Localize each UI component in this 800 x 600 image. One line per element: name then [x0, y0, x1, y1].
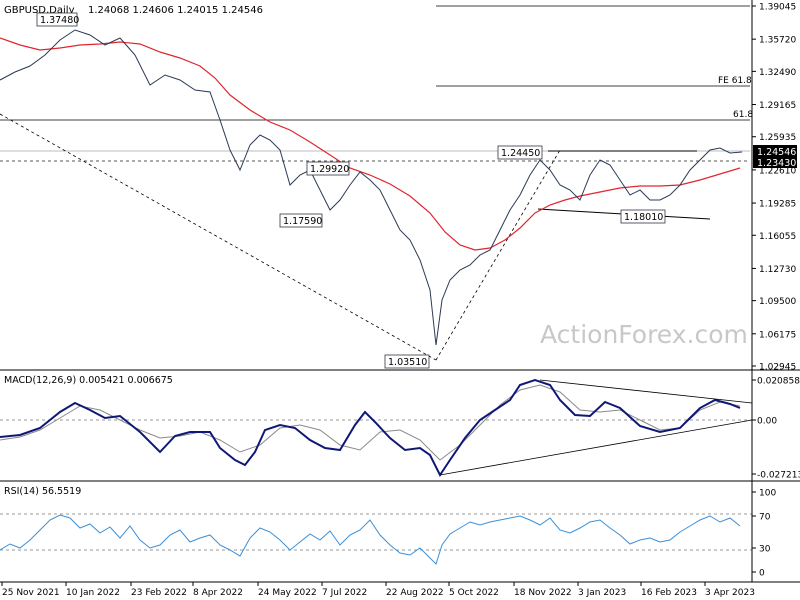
x-tick-label: 3 Jan 2023: [578, 588, 626, 598]
x-tick-label: 24 May 2022: [258, 588, 317, 598]
price-tick-label: 1.16055: [759, 232, 796, 242]
rebound-trend-line: [435, 149, 561, 361]
rsi-tick-label: 100: [759, 489, 776, 499]
macd-tick-label: -0.027213: [757, 471, 800, 481]
level-label-11801: 1.18010: [620, 209, 666, 224]
x-tick-label: 5 Oct 2022: [449, 588, 499, 598]
price-tick-label: 1.29165: [759, 101, 796, 111]
x-tick-label: 22 Aug 2022: [386, 588, 444, 598]
level-label-low-text: 1.03510: [388, 357, 427, 368]
x-tick-label: 7 Jul 2022: [322, 588, 367, 598]
macd-line: [0, 378, 741, 477]
level-label-12992: 1.29920: [306, 161, 350, 176]
price-tick-label: 1.39045: [759, 3, 796, 13]
x-tick-label: 25 Nov 2021: [2, 588, 60, 598]
price-tick-label: 1.22610: [759, 166, 796, 176]
fib-label-618: 61.8: [733, 110, 753, 120]
macd-panel: MACD(12,26,9) 0.005421 0.006675: [0, 370, 800, 482]
level-label-12445-text: 1.24450: [501, 148, 540, 159]
level-label-11759-text: 1.17590: [283, 216, 322, 227]
level-label-12445: 1.24450: [497, 145, 543, 160]
level-label-high: 1.37480: [36, 12, 79, 27]
price-tick-label: 1.09500: [759, 297, 796, 307]
price-tick-label: 1.12730: [759, 265, 796, 275]
quote-label: 1.24068 1.24606 1.24015 1.24546: [88, 5, 263, 16]
price-path: [0, 29, 743, 346]
x-tick-label: 10 Jan 2022: [66, 588, 120, 598]
x-tick-label: 8 Apr 2022: [193, 588, 243, 598]
rsi-title: RSI(14) 56.5519: [4, 486, 81, 497]
macd-upper-triangle-line: [539, 379, 753, 404]
rsi-tick-label: 0: [759, 569, 765, 579]
support-price-badge: 1.23430: [753, 156, 797, 169]
macd-lower-triangle-line: [439, 419, 753, 476]
level-label-11801-text: 1.18010: [624, 212, 663, 223]
macd-y-ticks: 0.020858 0.00 -0.027213: [752, 377, 800, 481]
price-tick-label: 1.35720: [759, 36, 796, 46]
rsi-line: [0, 514, 741, 565]
current-price-text: 1.24546: [757, 147, 796, 158]
price-tick-label: 1.32490: [759, 68, 796, 78]
support-price-text: 1.23430: [757, 158, 796, 169]
x-tick-label: 3 Apr 2023: [705, 588, 755, 598]
level-label-high-text: 1.37480: [40, 15, 79, 26]
symbol-label: GBPUSD,Daily: [4, 5, 75, 16]
price-tick-label: 1.19285: [759, 200, 796, 210]
x-tick-label: 16 Feb 2023: [641, 588, 697, 598]
current-price-badge: 1.24546: [753, 145, 797, 158]
macd-signal-line: [0, 384, 741, 461]
x-axis: 25 Nov 2021 10 Jan 2022 23 Feb 2022 8 Apr 2…: [1, 582, 755, 598]
rsi-tick-label: 70: [759, 513, 771, 523]
rsi-panel: RSI(14) 56.5519: [0, 481, 800, 583]
price-y-ticks: 1.39045 1.35720 1.32490 1.29165 1.25935 1.226…: [752, 3, 796, 373]
level-labels: 1.37480 1.29920 1.17590 1.03510 1.24450 …: [36, 12, 753, 369]
x-tick-label: 23 Feb 2022: [131, 588, 187, 598]
macd-tick-label: 0.00: [757, 417, 777, 427]
x-tick-label: 18 Nov 2022: [514, 588, 572, 598]
fib-label-fe618: FE 61.8: [718, 76, 752, 86]
level-label-11759: 1.17590: [279, 213, 323, 228]
macd-tick-label: 0.020858: [757, 377, 800, 387]
macd-title: MACD(12,26,9) 0.005421 0.006675: [4, 375, 173, 386]
price-tick-label: 1.25935: [759, 133, 796, 143]
price-tick-label: 1.06175: [759, 330, 796, 340]
level-label-low: 1.03510: [384, 354, 430, 369]
watermark: ActionForex.com: [540, 320, 748, 349]
price-tick-label: 1.02945: [759, 363, 796, 373]
level-label-12992-text: 1.29920: [310, 164, 349, 175]
rsi-y-ticks: 100 70 30 0: [752, 489, 776, 579]
price-panel: ActionForex.com GBPUSD,Daily 1.24068 1.2…: [0, 0, 800, 371]
rsi-tick-label: 30: [759, 545, 771, 555]
sma-line: [0, 37, 741, 251]
